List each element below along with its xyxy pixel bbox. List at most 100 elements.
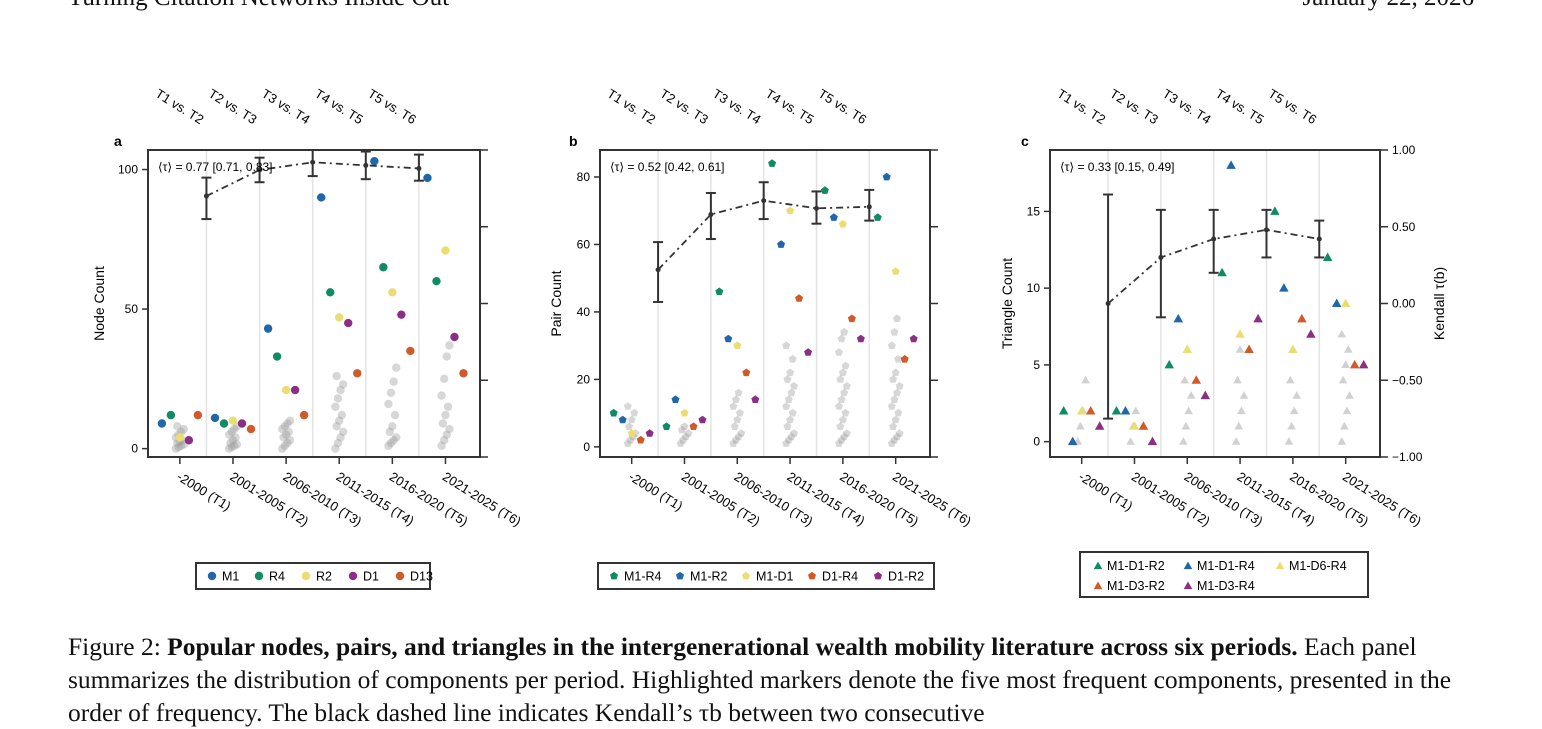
y-tick-label: 0	[131, 442, 138, 456]
series-marker	[689, 422, 698, 430]
caption-label: Figure 2:	[68, 632, 161, 661]
background-marker	[837, 435, 846, 444]
legend-label: D1	[363, 570, 379, 584]
series-marker	[1331, 298, 1342, 307]
background-marker	[835, 348, 843, 356]
series-marker	[1085, 405, 1096, 415]
series-marker	[1164, 359, 1175, 369]
legend-marker	[676, 571, 684, 580]
series-marker	[715, 287, 724, 296]
series-marker	[627, 429, 636, 437]
background-marker	[176, 441, 186, 451]
background-marker	[1287, 421, 1296, 430]
series-marker	[636, 435, 645, 444]
background-marker	[790, 382, 798, 390]
legend-label: M1-D1-R2	[1107, 559, 1165, 573]
series-marker	[891, 267, 900, 275]
background-marker	[332, 422, 341, 431]
background-marker	[784, 395, 793, 403]
series-marker	[1288, 344, 1298, 354]
background-marker	[336, 433, 345, 442]
background-marker	[389, 377, 398, 386]
background-marker	[732, 395, 740, 403]
legend-label: M1-D6-R4	[1289, 559, 1347, 573]
background-marker	[284, 427, 293, 437]
comparison-label: T3 vs. T4	[710, 86, 764, 127]
background-marker	[730, 422, 739, 430]
series-marker	[1279, 283, 1289, 292]
background-marker	[1126, 437, 1135, 445]
background-marker	[439, 374, 449, 384]
legend-box	[597, 562, 935, 590]
background-marker	[729, 402, 738, 410]
background-marker	[841, 361, 850, 370]
background-marker	[392, 433, 401, 442]
comparison-label: T4 vs. T5	[312, 86, 366, 127]
legend-label: M1	[222, 570, 239, 584]
background-marker	[681, 432, 690, 441]
series-marker	[335, 313, 344, 322]
y-tick-label: 10	[1027, 281, 1041, 295]
background-marker	[893, 314, 901, 323]
background-marker	[1289, 406, 1299, 415]
background-marker	[890, 328, 899, 336]
series-marker	[406, 346, 415, 356]
background-marker	[623, 439, 632, 447]
background-marker	[230, 441, 239, 451]
background-marker	[1233, 375, 1242, 384]
legend-label: M1-D1-R4	[1197, 559, 1255, 573]
series-marker	[777, 240, 786, 248]
background-marker	[445, 341, 454, 350]
x-tick-label: -2000 (T1)	[174, 469, 233, 514]
y-tick-label: 60	[577, 237, 591, 251]
legend-box	[195, 562, 431, 590]
background-marker	[439, 436, 449, 445]
background-marker	[732, 435, 740, 444]
background-marker	[333, 438, 343, 448]
background-marker	[623, 402, 632, 410]
background-marker	[443, 402, 453, 411]
background-marker	[840, 388, 849, 397]
series-marker	[1340, 298, 1351, 307]
series-marker	[733, 341, 742, 350]
background-marker	[1076, 421, 1085, 430]
series-marker	[909, 334, 918, 343]
series-marker	[680, 408, 689, 417]
background-marker	[174, 443, 183, 452]
background-marker	[333, 394, 343, 403]
background-marker	[894, 408, 903, 417]
series-marker	[795, 294, 804, 302]
background-marker	[893, 388, 901, 397]
series-marker	[900, 355, 909, 363]
series-marker	[1120, 405, 1131, 415]
series-marker	[838, 220, 847, 228]
series-marker	[281, 385, 291, 395]
series-marker	[847, 314, 856, 323]
background-marker	[1338, 375, 1348, 384]
running-title: Turning Citation Networks Inside Out	[68, 0, 449, 12]
legend-marker	[1183, 581, 1193, 590]
kendall-point	[416, 165, 422, 171]
legend-marker	[1183, 561, 1193, 570]
y-tick-label: 40	[577, 305, 591, 319]
background-marker	[442, 352, 451, 361]
y-tick-label: 15	[1027, 204, 1041, 218]
background-marker	[783, 422, 792, 430]
right-tick-label: 0.00	[1392, 297, 1416, 311]
background-marker	[889, 375, 898, 383]
background-marker	[894, 355, 903, 363]
background-marker	[336, 385, 345, 395]
background-marker	[278, 444, 287, 453]
background-marker	[441, 410, 450, 420]
comparison-label: T1 vs. T2	[604, 86, 658, 127]
kendall-point	[310, 159, 316, 165]
series-marker	[299, 410, 309, 420]
background-marker	[889, 422, 898, 430]
legend-marker	[301, 571, 311, 581]
background-marker	[227, 427, 236, 437]
series-marker	[1094, 421, 1105, 430]
background-marker	[737, 429, 746, 437]
background-marker	[734, 388, 743, 397]
series-marker	[326, 288, 335, 297]
background-marker	[1235, 345, 1245, 353]
